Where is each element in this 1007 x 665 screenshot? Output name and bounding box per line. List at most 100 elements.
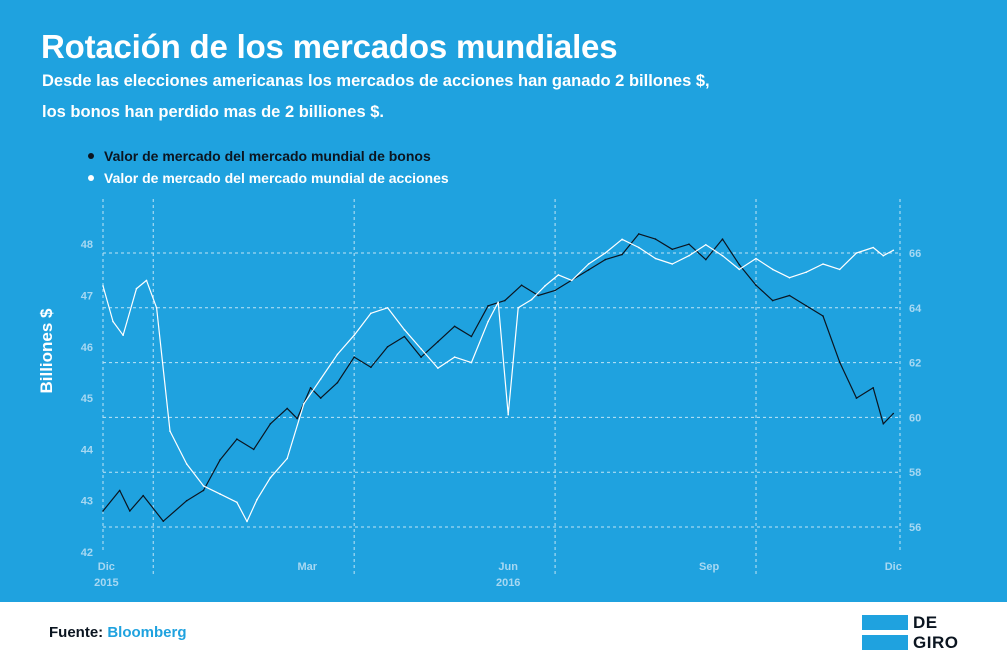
bullet-icon	[88, 175, 94, 181]
stocks-data-point	[822, 263, 824, 265]
bonds-data-point	[102, 510, 104, 512]
x-tick-label: Mar	[297, 561, 317, 573]
bonds-data-point	[882, 423, 885, 425]
stocks-data-point	[102, 285, 104, 287]
bonds-data-point	[487, 305, 489, 307]
bonds-data-point	[336, 381, 339, 384]
bonds-data-point	[822, 315, 824, 317]
stocks-data-point	[353, 334, 356, 337]
logo-bar-top	[862, 615, 908, 630]
stocks-data-point	[336, 353, 339, 356]
bonds-data-point	[236, 438, 238, 440]
bonds-data-point	[142, 494, 144, 497]
stocks-data-point	[855, 252, 858, 254]
stocks-data-point	[122, 334, 124, 337]
bonds-data-point	[872, 387, 874, 389]
bonds-data-point	[805, 305, 807, 307]
bonds-data-point	[755, 284, 757, 287]
stocks-data-point	[319, 378, 322, 380]
bonds-data-point	[386, 346, 389, 348]
stocks-data-point	[705, 244, 707, 246]
y-tick-label-left: 48	[81, 239, 93, 251]
source-note: Fuente: Bloomberg	[49, 624, 187, 641]
bonds-data-point	[738, 263, 741, 266]
y-tick-label-right: 60	[909, 412, 921, 424]
stocks-data-point	[403, 328, 406, 331]
stocks-data-point	[185, 463, 188, 465]
y-tick-label-left: 47	[81, 291, 93, 303]
bonds-data-point	[353, 356, 356, 358]
subtitle-line-2: los bonos han perdido mas de 2 billiones…	[42, 103, 384, 121]
stocks-data-point	[470, 361, 473, 364]
left-axis-ticks: 42 43 44 45 46 47 48	[81, 239, 94, 559]
source-name: Bloomberg	[107, 624, 187, 641]
stocks-data-point	[530, 298, 533, 301]
bonds-data-point	[537, 294, 540, 297]
bonds-data-point	[118, 489, 121, 492]
stocks-data-point	[386, 307, 389, 309]
stocks-data-point	[219, 493, 221, 495]
y-tick-label-right: 58	[909, 467, 921, 479]
bonds-data-point	[296, 417, 299, 420]
x-tick-label: Dic	[98, 561, 115, 573]
bonds-data-point	[370, 366, 372, 369]
bonds-data-point	[319, 397, 322, 399]
right-axis-ticks: 56 58 60 62 64 66	[909, 248, 922, 534]
stocks-data-point	[557, 274, 560, 276]
logo-text-line-2: GIRO	[913, 633, 959, 652]
chart-legend: Valor de mercado del mercado mundial de …	[88, 145, 449, 189]
stocks-data-point	[604, 252, 607, 254]
stocks-data-point	[892, 249, 895, 252]
stocks-data-point	[517, 307, 519, 309]
y-tick-label-right: 64	[909, 303, 922, 315]
bonds-data-point	[654, 238, 657, 240]
stocks-data-point	[497, 301, 500, 304]
bonds-data-point	[638, 233, 640, 235]
stocks-data-point	[721, 254, 724, 257]
stocks-data-point	[671, 263, 674, 265]
legend-item-bonds: Valor de mercado del mercado mundial de …	[88, 145, 449, 167]
stocks-data-point	[771, 268, 774, 271]
y-tick-label-right: 56	[909, 522, 921, 534]
stocks-data-point	[788, 276, 791, 279]
bonds-data-point	[838, 361, 841, 364]
bonds-data-point	[892, 412, 895, 415]
bonds-data-point	[202, 489, 205, 492]
chart-series	[102, 233, 895, 523]
chart-title: Rotación de los mercados mundiales	[41, 28, 618, 65]
chart-grid	[102, 199, 901, 575]
stocks-data-point	[145, 279, 148, 282]
stocks-data-point	[303, 402, 305, 405]
bonds-data-point	[470, 335, 473, 338]
bullet-icon	[88, 153, 94, 159]
stocks-data-point	[738, 268, 741, 271]
stocks-data-point	[246, 520, 248, 523]
stocks-data-point	[487, 320, 489, 323]
bonds-data-point	[162, 520, 165, 522]
stocks-data-point	[269, 476, 272, 479]
bonds-data-point	[185, 499, 188, 502]
legend-label-bonds: Valor de mercado del mercado mundial de …	[104, 148, 431, 164]
stocks-data-point	[838, 268, 841, 271]
stocks-data-point	[755, 257, 757, 260]
bonds-data-point	[705, 258, 707, 261]
stocks-data-point	[236, 501, 238, 504]
stocks-data-point	[621, 238, 623, 241]
stocks-data-point	[805, 271, 807, 274]
stocks-data-point	[202, 485, 205, 487]
bonds-data-point	[269, 423, 272, 425]
source-label: Fuente:	[49, 624, 104, 641]
degiro-logo: DE GIRO	[862, 614, 972, 652]
x-tick-year-label: 2016	[496, 577, 520, 589]
bonds-data-point	[688, 243, 690, 245]
bonds-data-point	[219, 458, 221, 461]
stocks-series-line	[102, 238, 894, 523]
bonds-data-point	[129, 510, 131, 512]
stocks-data-point	[370, 312, 372, 315]
stocks-data-point	[135, 287, 138, 290]
bonds-data-point	[671, 248, 674, 251]
stocks-data-point	[437, 367, 439, 369]
bonds-data-point	[453, 325, 456, 328]
bonds-data-point	[587, 269, 590, 271]
logo-text-line-1: DE	[913, 613, 938, 632]
